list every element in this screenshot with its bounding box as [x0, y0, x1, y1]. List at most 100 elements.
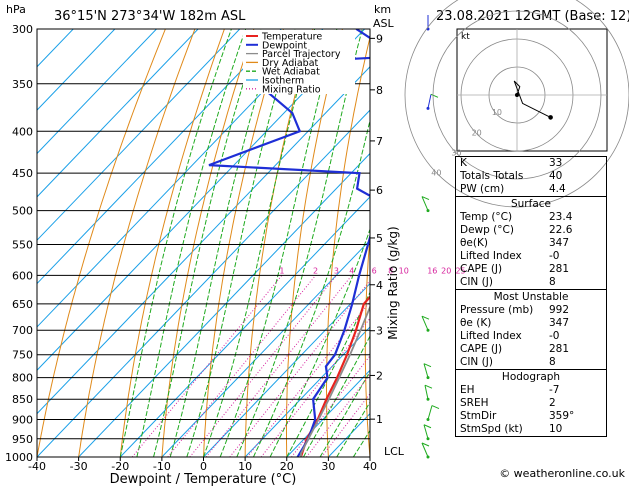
row-value: 2: [549, 397, 556, 409]
legend-box: [243, 30, 355, 94]
isotherm-line: [203, 282, 370, 457]
legend-label: Wet Adiabat: [262, 67, 320, 78]
hodograph-point: [548, 115, 553, 120]
table-row: Temp (°C) 23.4: [456, 211, 606, 224]
km-tick-label: 8: [376, 84, 383, 97]
wet-adiabat-line: [186, 29, 296, 457]
pressure-tick-label: 900: [12, 414, 33, 427]
km-unit-label: km: [374, 3, 391, 16]
hpa-unit-label: hPa: [6, 3, 26, 16]
row-value: 347: [549, 317, 570, 329]
hodograph-ring-label: 20: [472, 128, 482, 137]
isotherm-line: [37, 29, 199, 198]
row-value: -0: [549, 330, 560, 342]
table-row: StmSpd (kt) 10: [456, 423, 606, 436]
wind-barb-flag: [421, 315, 430, 320]
table-row: StmDir 359°: [456, 410, 606, 423]
hodograph-ring-label: 10: [492, 108, 502, 117]
wet-adiabat-line: [169, 29, 278, 457]
row-value: 8: [549, 356, 556, 368]
row-value: 281: [549, 263, 570, 275]
indices-panel: K 33 Totals Totals 40 PW (cm) 4.4 Surface Tem…: [455, 156, 607, 437]
row-label: Totals Totals: [460, 170, 524, 182]
table-row: CAPE (J) 281: [456, 343, 606, 356]
row-value: 33: [549, 157, 563, 169]
wind-station-dot: [426, 376, 430, 380]
km-tick-label: 1: [376, 413, 383, 426]
wet-adiabat-line: [236, 29, 363, 457]
wet-adiabat-line: [319, 370, 370, 457]
row-label: K: [460, 157, 467, 169]
wind-barb-flag: [423, 424, 432, 429]
wind-station-dot: [426, 437, 430, 441]
legend-label: Temperature: [261, 32, 322, 43]
lcl-label: LCL: [384, 445, 405, 458]
row-label: PW (cm): [460, 183, 505, 195]
mixing-ratio-line: [167, 275, 316, 457]
wind-barb: [427, 94, 432, 109]
asl-unit-label: ASL: [373, 17, 395, 30]
row-value: -0: [549, 250, 560, 262]
x-tick-label: 10: [238, 460, 252, 473]
row-value: 22.6: [549, 224, 573, 236]
mixing-ratio-label: 16: [427, 266, 437, 275]
x-tick-label: -10: [153, 460, 171, 473]
table-row: θe(K) 347: [456, 237, 606, 250]
wind-barb: [427, 405, 433, 420]
row-label: Lifted Index: [460, 250, 522, 262]
row-label: EH: [460, 384, 475, 396]
x-tick-label: 20: [280, 460, 294, 473]
pressure-tick-label: 300: [12, 23, 33, 36]
pressure-tick-label: 700: [12, 324, 33, 337]
table-row: Lifted Index -0: [456, 330, 606, 343]
wind-barb-flag: [421, 196, 430, 201]
row-label: Temp (°C): [460, 211, 513, 223]
pressure-tick-label: 550: [12, 238, 33, 251]
pressure-tick-label: 600: [12, 269, 33, 282]
mixing-ratio-label: 1: [279, 266, 284, 275]
wind-barb: [423, 424, 429, 439]
table-row: CAPE (J) 281: [456, 263, 606, 276]
wind-barb-flag: [431, 405, 440, 410]
wind-station-dot: [426, 328, 430, 332]
legend-label: Parcel Trajectory: [262, 49, 341, 60]
dry-adiabat-line: [161, 29, 255, 457]
plot-background: [37, 29, 370, 457]
pressure-tick-label: 750: [12, 349, 33, 362]
table-row: K 33: [456, 157, 606, 170]
most-unstable-title: Most Unstable: [493, 291, 569, 303]
mixing-ratio-line: [131, 275, 283, 457]
row-label: CIN (J): [460, 356, 493, 368]
pressure-tick-label: 1000: [5, 451, 33, 464]
wind-barb-flag: [421, 442, 430, 447]
mixing-ratio-label: 6: [372, 266, 377, 275]
dry-adiabat-line: [326, 35, 370, 457]
wind-station-dot: [426, 397, 430, 401]
dry-adiabat-line: [119, 29, 225, 457]
table-row: CIN (J) 8: [456, 356, 606, 369]
isotherm-line: [78, 152, 370, 457]
hodograph-ring-label: 40: [431, 169, 441, 178]
copyright-footer: © weatheronline.co.uk: [499, 467, 625, 480]
mixing-ratio-axis-label: Mixing Ratio (g/kg): [386, 226, 400, 339]
dry-adiabat-line: [364, 230, 370, 457]
row-label: CAPE (J): [460, 343, 503, 355]
table-row: SREH 2: [456, 397, 606, 410]
isotherm-line: [37, 109, 370, 457]
wind-barb: [421, 196, 429, 211]
wind-station-dot: [426, 418, 430, 422]
wet-adiabat-line: [153, 29, 262, 457]
row-value: 8: [549, 276, 556, 288]
isotherm-line: [37, 66, 370, 415]
mixing-ratio-label: 8: [388, 266, 393, 275]
wind-station-dot: [426, 209, 430, 213]
row-value: -7: [549, 384, 560, 396]
pressure-tick-label: 450: [12, 167, 33, 180]
row-label: Lifted Index: [460, 330, 522, 342]
wet-adiabat-line: [269, 227, 370, 457]
datetime-title: 23.08.2021 12GMT (Base: 12): [436, 9, 629, 24]
wind-barb-flag: [423, 363, 432, 368]
pressure-tick-label: 350: [12, 78, 33, 91]
legend-label: Dewpoint: [262, 40, 307, 51]
